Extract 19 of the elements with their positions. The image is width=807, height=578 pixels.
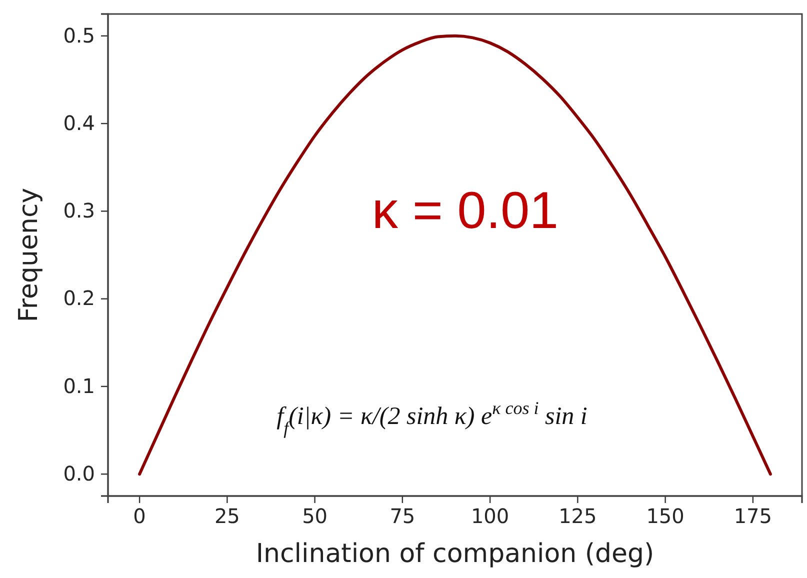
y-tick-label: 0.4 <box>63 110 95 135</box>
x-tick-label: 150 <box>646 504 684 528</box>
line-series <box>138 34 772 476</box>
x-tick-label: 50 <box>302 504 328 528</box>
annotation: f$_{f}$(i|κ) = κ/(2 sinh κ) e$^{κ cos i}$ sin i <box>276 398 588 438</box>
x-tick-label: 25 <box>214 504 240 528</box>
y-tick-label: 0.5 <box>63 23 95 48</box>
y-tick-label: 0.0 <box>63 461 95 486</box>
y-tick-label: 0.1 <box>63 374 95 398</box>
annotation: κ = 0.01 <box>372 182 558 240</box>
y-tick-label: 0.2 <box>63 286 95 310</box>
y-tick-label: 0.3 <box>63 198 95 223</box>
x-tick-label: 100 <box>470 504 510 528</box>
x-tick-label: 0 <box>133 504 146 528</box>
x-tick-label: 125 <box>558 504 597 528</box>
x-axis-title: Inclination of companion (deg) <box>256 539 654 569</box>
x-tick-label: 75 <box>390 504 416 528</box>
y-axis-title: Frequency <box>14 188 44 322</box>
x-tick-label: 175 <box>734 504 772 528</box>
